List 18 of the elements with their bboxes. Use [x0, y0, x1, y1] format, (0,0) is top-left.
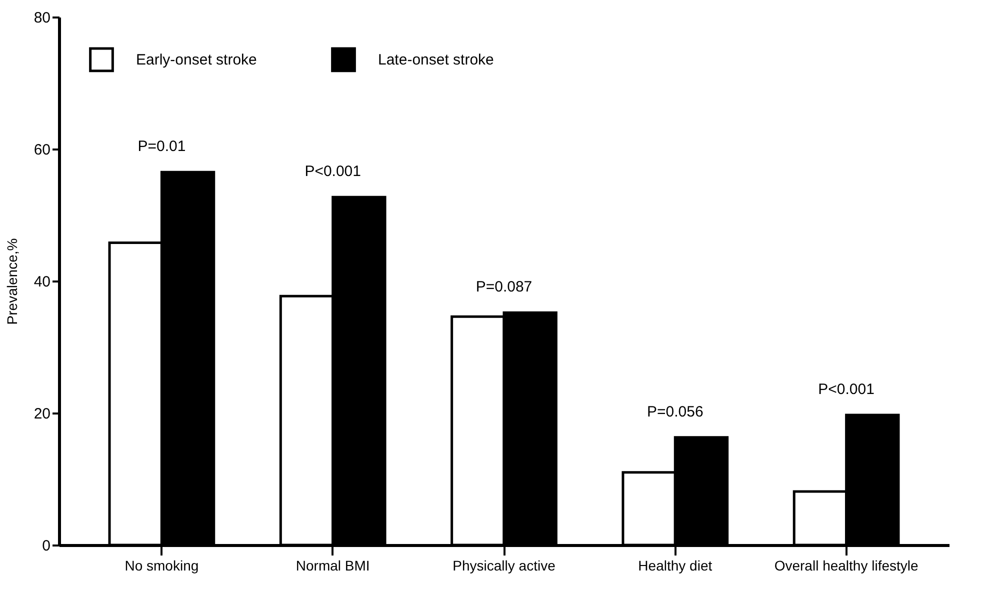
x-tick-label: Healthy diet [638, 558, 712, 574]
annotation: P=0.087 [476, 278, 532, 296]
legend-label: Late-onset stroke [378, 52, 494, 69]
annotation: P=0.056 [647, 403, 704, 420]
x-tick-label: Overall healthy lifestyle [774, 558, 918, 574]
y-tick-label: 20 [34, 406, 50, 422]
y-tick-label: 0 [42, 538, 50, 554]
x-tick-label: Normal BMI [296, 558, 370, 574]
y-tick-label: 80 [34, 10, 50, 26]
y-tick-label: 40 [34, 274, 50, 290]
y-axis-title: Prevalence,% [4, 238, 20, 325]
x-tick-label: No smoking [124, 558, 199, 574]
y-tick-label: 60 [34, 142, 50, 158]
legend-label: Early-onset stroke [136, 52, 257, 69]
annotation: P=0.01 [138, 138, 186, 156]
annotation: P<0.001 [818, 380, 874, 398]
x-tick-label: Physically active [452, 558, 556, 574]
annotation: P<0.001 [304, 163, 361, 180]
